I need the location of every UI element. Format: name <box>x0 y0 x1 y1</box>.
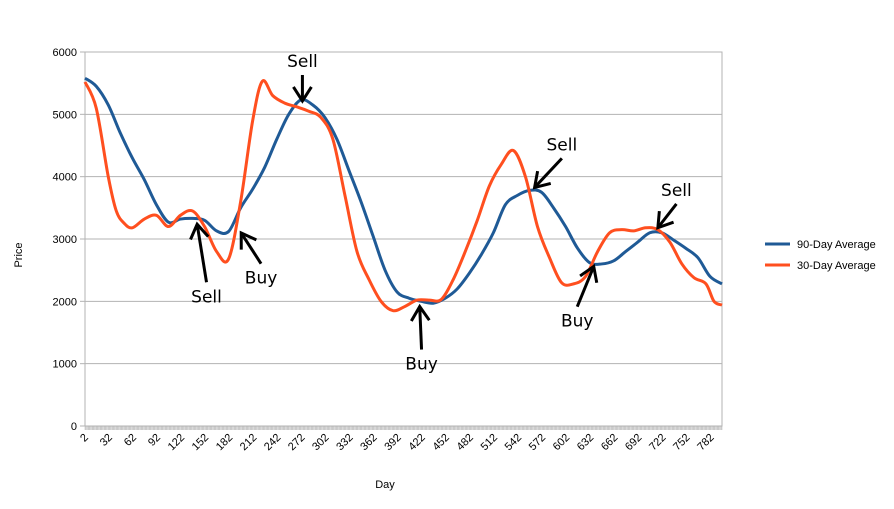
y-axis-title: Price <box>13 242 25 267</box>
x-tick-label: 62 <box>122 432 139 449</box>
arrow-head <box>292 86 313 104</box>
x-tick-label: 452 <box>430 432 451 453</box>
annotation-label-sell: Sell <box>287 52 318 72</box>
annotation-arrow <box>189 221 210 283</box>
x-tick-label: 422 <box>406 432 427 453</box>
x-tick-label: 572 <box>527 432 548 453</box>
x-tick-label: 302 <box>310 432 331 453</box>
x-tick-label: 152 <box>190 432 211 453</box>
y-tick-label: 6000 <box>53 47 77 59</box>
series-30-day-average <box>83 79 723 313</box>
x-tick-label: 632 <box>575 432 596 453</box>
x-tick-label: 362 <box>358 432 379 453</box>
annotation-label-buy: Buy <box>561 312 594 332</box>
arrow-head <box>532 170 552 190</box>
arrow-shaft <box>418 306 424 350</box>
x-tick-label: 272 <box>286 432 307 453</box>
arrow-shaft <box>533 157 563 189</box>
annotation-arrow <box>292 74 313 104</box>
annotation-label-sell: Sell <box>547 135 578 155</box>
legend: 90-Day Average 30-Day Average <box>765 239 876 272</box>
annotation-label-sell: Sell <box>191 287 222 307</box>
y-tick-label: 2000 <box>53 296 77 308</box>
x-axis-title: Day <box>375 479 395 491</box>
x-tick-label: 752 <box>671 432 692 453</box>
arrow-shaft <box>656 202 678 229</box>
annotation-arrow <box>239 230 263 265</box>
y-tick-label: 3000 <box>53 234 77 246</box>
arrow-head <box>239 230 257 250</box>
arrow-head <box>579 263 599 284</box>
x-tick-label: 782 <box>695 432 716 453</box>
arrow-shaft <box>239 232 263 265</box>
annotations: Sell Sell Buy Buy Sell Buy Sell <box>189 52 692 375</box>
annotation-label-buy: Buy <box>245 269 278 289</box>
y-tick-label: 5000 <box>53 109 77 121</box>
x-tick-label: 482 <box>455 432 476 453</box>
y-tick-label: 4000 <box>53 172 77 184</box>
x-axis: 2 32 62 92 122 152 182 212 242 272 302 332 362 392 422… <box>78 426 723 453</box>
y-tick-label: 1000 <box>53 359 77 371</box>
y-axis: 0 1000 2000 3000 4000 5000 6000 <box>53 47 85 433</box>
arrow-head <box>656 211 675 230</box>
x-tick-label: 662 <box>599 432 620 453</box>
grid <box>85 51 722 427</box>
x-tick-label: 92 <box>146 432 163 449</box>
annotation-label-sell: Sell <box>661 181 692 201</box>
annotation-label-buy: Buy <box>405 355 438 375</box>
arrow-head <box>410 303 431 322</box>
annotation-arrow <box>656 202 678 230</box>
x-tick-label: 512 <box>479 432 500 453</box>
x-tick-label: 242 <box>262 432 283 453</box>
arrow-shaft <box>575 265 596 308</box>
arrow-shaft <box>195 224 208 283</box>
legend-label-30-day: 30-Day Average <box>797 260 876 272</box>
x-tick-label: 122 <box>166 432 187 453</box>
annotation-arrow <box>575 263 599 308</box>
x-tick-label: 182 <box>214 432 235 453</box>
annotation-arrow <box>532 157 563 190</box>
arrow-head <box>189 221 210 241</box>
x-tick-label: 722 <box>647 432 668 453</box>
series-lines <box>83 76 723 313</box>
x-tick-label: 692 <box>623 432 644 453</box>
legend-label-90-day: 90-Day Average <box>797 239 876 251</box>
series-90-day-average <box>84 76 723 305</box>
y-tick-label: 0 <box>71 421 77 433</box>
x-tick-label: 32 <box>98 432 115 449</box>
x-tick-label: 212 <box>238 432 259 453</box>
x-tick-label: 602 <box>551 432 572 453</box>
x-tick-label: 2 <box>78 432 91 445</box>
x-tick-label: 392 <box>382 432 403 453</box>
x-tick-label: 542 <box>503 432 524 453</box>
annotation-arrow <box>410 303 431 350</box>
x-tick-label: 332 <box>334 432 355 453</box>
